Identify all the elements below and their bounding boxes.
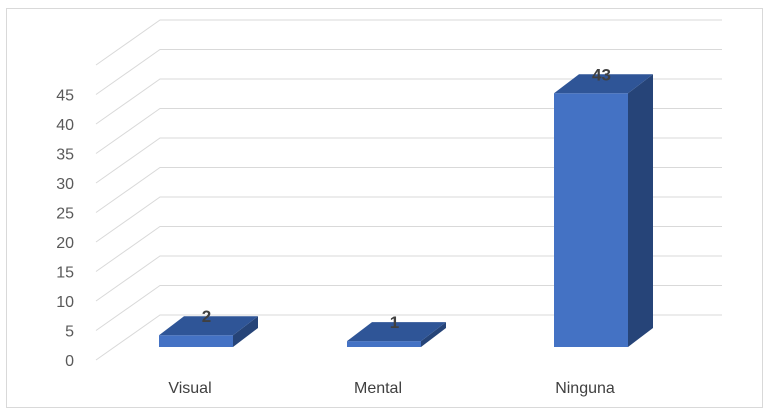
y-tick-label: 35 [56, 147, 74, 164]
y-tick-label: 45 [56, 88, 74, 105]
y-tick-label: 10 [56, 294, 74, 311]
data-labels: 2 1 43 [202, 65, 611, 332]
bar-top [159, 316, 258, 336]
y-tick-label: 25 [56, 206, 74, 223]
bar-ninguna [554, 74, 653, 348]
bars [159, 74, 653, 348]
y-tick-label: 20 [56, 235, 74, 252]
bar-mental [347, 322, 446, 347]
gridline-45 [95, 49, 722, 95]
gridline-15 [95, 226, 722, 272]
gridline-20 [95, 196, 722, 243]
gridline-0 [95, 314, 722, 361]
bar-front [554, 93, 628, 347]
x-category-label: Mental [354, 380, 402, 397]
bar-front [159, 335, 233, 347]
bar-top [347, 322, 446, 342]
y-tick-label: 30 [56, 176, 74, 193]
bar-visual [159, 316, 258, 347]
y-tick-label: 0 [65, 353, 74, 370]
gridline-25 [95, 167, 722, 213]
bar-side [233, 316, 258, 347]
x-category-label: Ninguna [555, 380, 615, 397]
bar-top [554, 74, 653, 94]
bar-side [421, 322, 446, 347]
y-tick-label: 15 [56, 265, 74, 282]
gridline-10 [95, 255, 722, 302]
x-category-label: Visual [168, 380, 211, 397]
data-label-mental: 1 [390, 313, 399, 332]
gridlines [95, 19, 722, 361]
bar-front [347, 341, 421, 347]
x-axis-categories: Visual Mental Ninguna [168, 380, 615, 397]
data-label-visual: 2 [202, 307, 211, 326]
y-axis-ticks: 0 5 10 15 20 25 30 35 40 45 [56, 88, 74, 371]
data-label-ninguna: 43 [592, 65, 611, 84]
gridline-50 [95, 19, 722, 66]
y-tick-label: 5 [65, 324, 74, 341]
gridline-40 [95, 78, 722, 125]
gridline-30 [95, 137, 722, 184]
y-tick-label: 40 [56, 117, 74, 134]
gridline-5 [95, 285, 722, 331]
gridline-35 [95, 108, 722, 154]
bar-side [628, 74, 653, 348]
